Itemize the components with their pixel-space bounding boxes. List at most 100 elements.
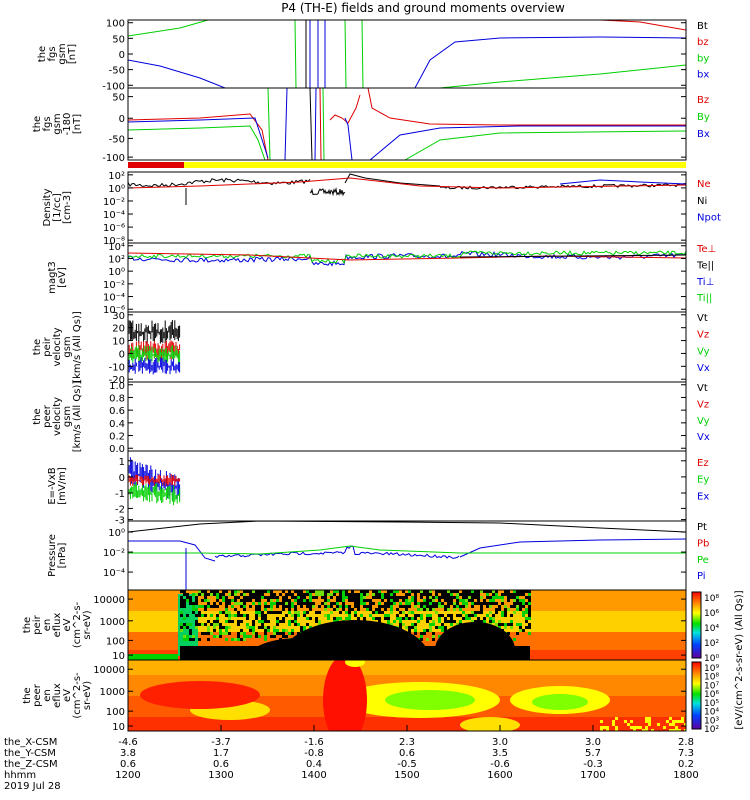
heatmap-cell bbox=[390, 596, 393, 599]
heatmap-cell bbox=[204, 596, 207, 599]
heatmap-cell bbox=[384, 605, 387, 608]
heatmap-cell bbox=[128, 669, 686, 672]
heatmap-cell bbox=[183, 623, 186, 626]
heatmap-cell bbox=[258, 635, 261, 638]
heatmap-cell bbox=[477, 596, 480, 599]
heatmap-cell bbox=[330, 605, 333, 608]
heatmap-cell bbox=[615, 717, 618, 720]
heatmap-cell bbox=[390, 602, 393, 605]
heatmap-cell bbox=[426, 590, 429, 593]
heatmap-cell bbox=[261, 617, 264, 620]
heatmap-cell bbox=[411, 623, 414, 626]
heatmap-cell bbox=[213, 623, 216, 626]
heatmap-cell bbox=[375, 596, 378, 599]
y-tick-label: 0.6 bbox=[109, 406, 125, 417]
heatmap-cell bbox=[381, 596, 384, 599]
plot-area bbox=[128, 88, 686, 160]
heatmap-cell bbox=[501, 614, 504, 617]
heatmap-cell bbox=[516, 599, 519, 602]
heatmap-cell bbox=[186, 599, 189, 602]
heatmap-cell bbox=[258, 602, 261, 605]
heatmap-cell bbox=[387, 590, 390, 593]
y-axis-label: en bbox=[42, 619, 53, 632]
heatmap-cell bbox=[255, 596, 258, 599]
heatmap-cell bbox=[333, 590, 336, 593]
heatmap-cell bbox=[444, 599, 447, 602]
heatmap-cell bbox=[666, 720, 669, 723]
heatmap-cell bbox=[483, 590, 486, 593]
heatmap-cell bbox=[414, 605, 417, 608]
heatmap-cell bbox=[345, 590, 348, 593]
heatmap-cell bbox=[288, 623, 291, 626]
heatmap-cell bbox=[423, 629, 426, 632]
heatmap-cell bbox=[309, 599, 312, 602]
heatmap-cell bbox=[273, 596, 276, 599]
heatmap-cell bbox=[183, 593, 186, 596]
series-line bbox=[319, 88, 322, 160]
heatmap-cell bbox=[348, 596, 351, 599]
heatmap-cell bbox=[216, 635, 219, 638]
heatmap-cell bbox=[474, 614, 477, 617]
heatmap-cell bbox=[399, 605, 402, 608]
heatmap-cell bbox=[279, 593, 282, 596]
heatmap-cell bbox=[228, 611, 231, 614]
heatmap-cell bbox=[246, 590, 249, 593]
heatmap-cell bbox=[339, 590, 342, 593]
heatmap-cell bbox=[195, 623, 198, 626]
heatmap-cell bbox=[351, 608, 354, 611]
heatmap-cell bbox=[267, 626, 270, 629]
heatmap-cell bbox=[444, 620, 447, 623]
heatmap-cell bbox=[330, 602, 333, 605]
heatmap-cell bbox=[216, 593, 219, 596]
heatmap-cell bbox=[507, 590, 510, 593]
heatmap-cell bbox=[300, 590, 303, 593]
y-axis-label: [mV/m] bbox=[57, 467, 68, 505]
heatmap-cell bbox=[333, 620, 336, 623]
heatmap-cell bbox=[471, 614, 474, 617]
heatmap-cell bbox=[522, 614, 525, 617]
x-tick-label: 7.3 bbox=[678, 748, 694, 759]
heatmap-cell bbox=[504, 605, 507, 608]
x-tick-label: 1.7 bbox=[213, 748, 229, 759]
heatmap-cell bbox=[402, 605, 405, 608]
heatmap-cell bbox=[255, 605, 258, 608]
heatmap-cell bbox=[489, 611, 492, 614]
heatmap-cell bbox=[189, 623, 192, 626]
series-line bbox=[322, 88, 325, 160]
heatmap-cell bbox=[420, 590, 423, 593]
heatmap-cell bbox=[522, 629, 525, 632]
legend-entry: Vz bbox=[697, 330, 709, 341]
heatmap-cell bbox=[186, 596, 189, 599]
heatmap-cell bbox=[420, 593, 423, 596]
heatmap-cell bbox=[327, 599, 330, 602]
y-tick-label: 0.0 bbox=[109, 444, 125, 455]
heatmap-cell bbox=[393, 596, 396, 599]
heatmap-cell bbox=[294, 620, 297, 623]
heatmap-cell bbox=[180, 611, 183, 614]
heatmap-cell bbox=[513, 593, 516, 596]
heatmap-cell bbox=[258, 611, 261, 614]
heatmap-cell bbox=[300, 626, 303, 629]
heatmap-cell bbox=[348, 614, 351, 617]
colorbar-tick-label: 10⁶ bbox=[704, 690, 719, 700]
legend-entry: Vt bbox=[697, 313, 708, 324]
heatmap-cell bbox=[246, 599, 249, 602]
y-axis-label: the bbox=[22, 617, 33, 633]
heatmap-cell bbox=[387, 605, 390, 608]
heatmap-cell bbox=[474, 611, 477, 614]
heatmap-cell bbox=[399, 611, 402, 614]
heatmap-cell bbox=[183, 626, 186, 629]
heatmap-cell bbox=[315, 590, 318, 593]
heatmap-cell bbox=[414, 617, 417, 620]
heatmap-cell bbox=[261, 623, 264, 626]
heatmap-cell bbox=[498, 626, 501, 629]
x-tick-label: 1800 bbox=[673, 770, 698, 781]
y-tick-label: 10⁰ bbox=[108, 267, 125, 278]
heatmap-cell bbox=[336, 605, 339, 608]
heatmap-cell bbox=[495, 590, 498, 593]
heatmap-cell bbox=[288, 599, 291, 602]
heatmap-cell bbox=[318, 623, 321, 626]
heatmap-cell bbox=[489, 596, 492, 599]
heatmap-cell bbox=[456, 614, 459, 617]
heatmap-region bbox=[323, 660, 367, 731]
